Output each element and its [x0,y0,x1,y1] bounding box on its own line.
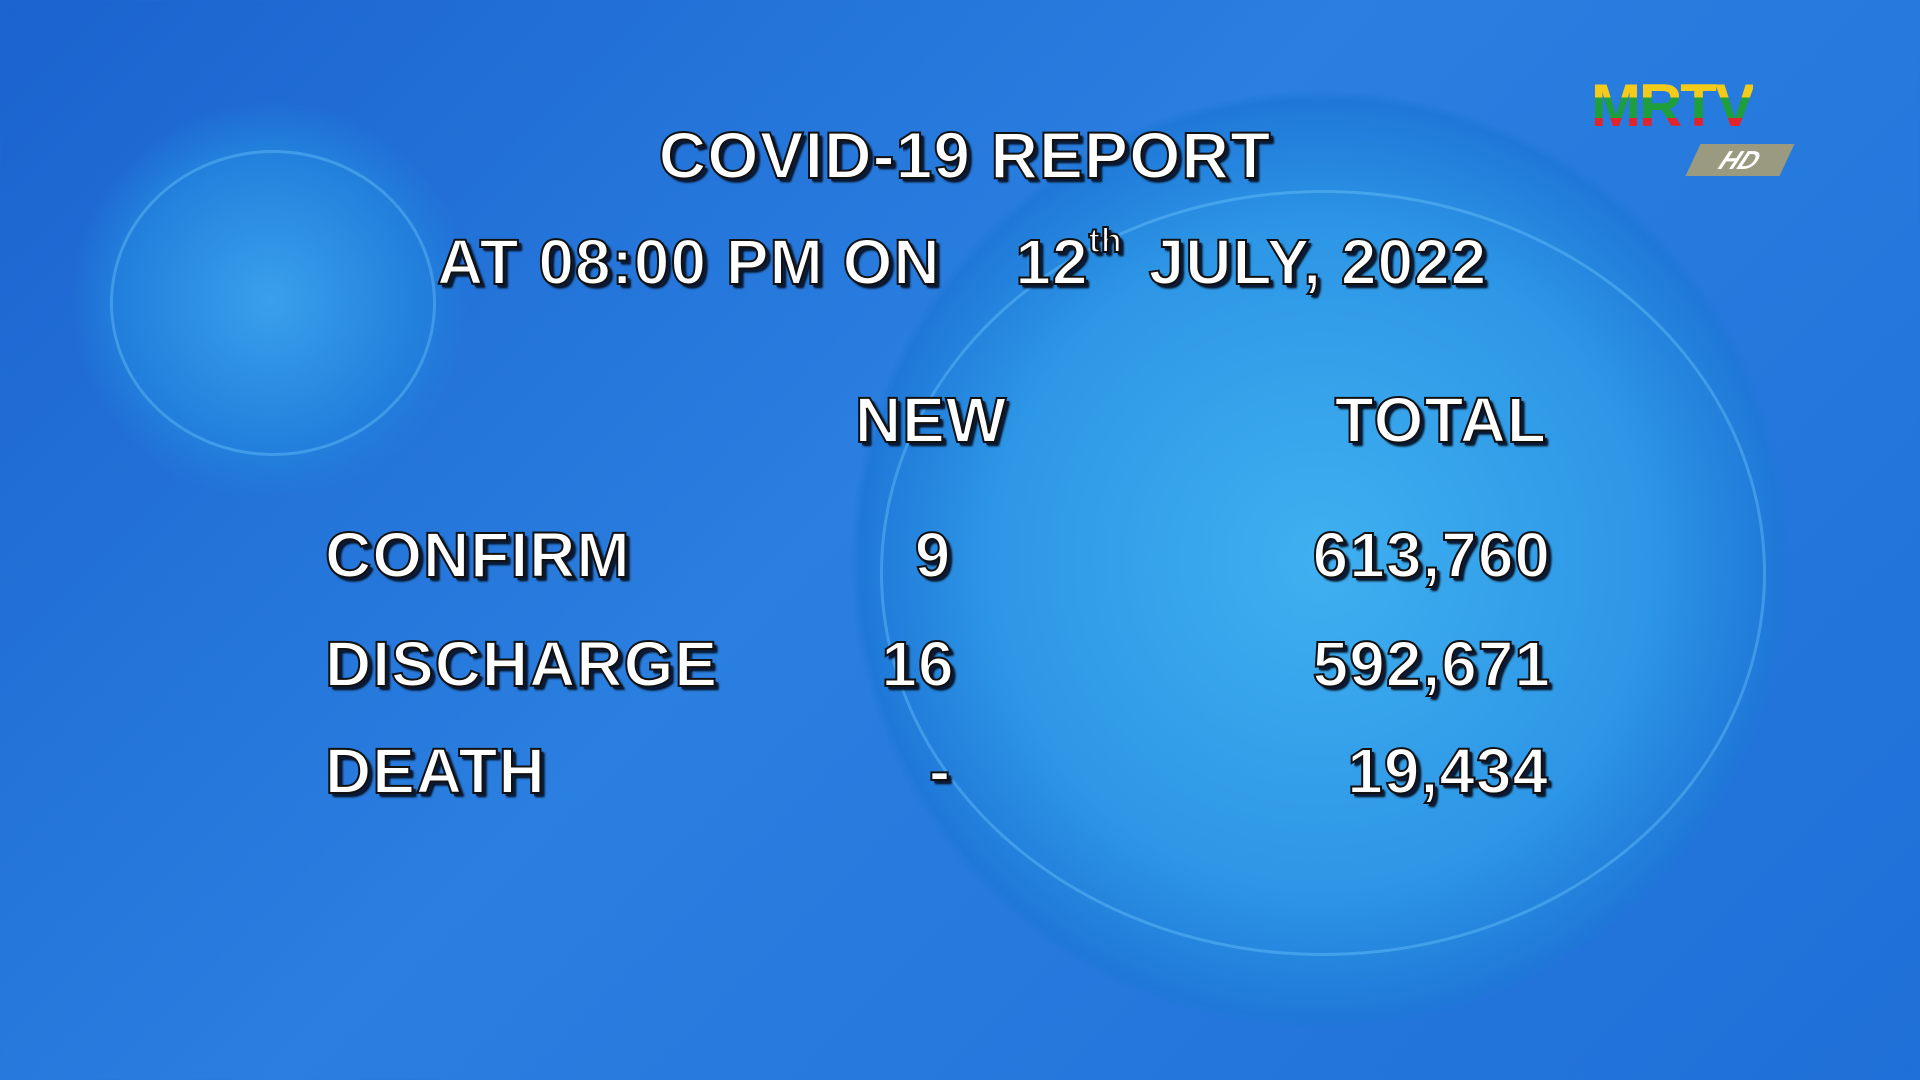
row-total-death: 19,434 [1346,735,1549,807]
row-label-discharge: DISCHARGE [324,628,719,700]
mrtv-hd-logo: MRTV HD [1585,76,1795,186]
report-date: AT 08:00 PM ON 12th JULY, 2022 [436,222,1488,298]
row-new-death: - [928,735,952,807]
row-new-discharge: 16 [880,628,955,700]
row-total-confirm: 613,760 [1312,519,1551,591]
row-label-confirm: CONFIRM [324,519,631,591]
virus-decoration [880,190,1766,956]
row-new-confirm: 9 [914,519,952,591]
logo-brand: MRTV [1591,72,1755,139]
row-total-discharge: 592,671 [1312,628,1551,700]
header-total: TOTAL [1334,384,1547,456]
report-title: COVID-19 REPORT [658,118,1272,192]
header-new: NEW [854,384,1008,456]
virus-decoration [110,150,436,456]
row-label-death: DEATH [324,735,546,807]
